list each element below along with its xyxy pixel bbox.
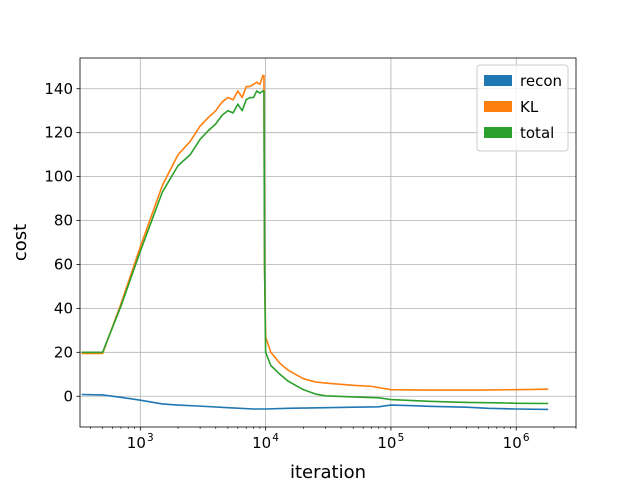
x-tick-label: 10 xyxy=(503,434,522,452)
y-tick-label: 100 xyxy=(44,168,73,186)
y-tick-label: 80 xyxy=(54,212,73,230)
y-tick-label: 0 xyxy=(63,387,73,405)
legend-swatch-kl xyxy=(484,101,512,112)
y-tick-label: 40 xyxy=(54,299,73,317)
legend-swatch-total xyxy=(484,127,512,138)
x-tick-label: 10 xyxy=(127,434,146,452)
y-tick-label: 60 xyxy=(54,255,73,273)
plot-frame xyxy=(79,57,577,428)
y-tick-label: 120 xyxy=(44,124,73,142)
series-line-recon xyxy=(81,393,549,411)
legend-label-kl: KL xyxy=(520,98,539,116)
x-tick-label: 10 xyxy=(377,434,396,452)
y-tick-label: 20 xyxy=(54,343,73,361)
y-axis-label: cost xyxy=(10,224,31,261)
series-lines xyxy=(81,74,549,411)
x-tick-label-exponent: 4 xyxy=(272,432,279,444)
x-axis-label: iteration xyxy=(290,462,366,480)
series-line-kl xyxy=(81,74,549,391)
x-tick-label-exponent: 3 xyxy=(147,432,154,444)
series-line-total xyxy=(81,90,549,405)
legend-label-recon: recon xyxy=(520,72,562,90)
y-tick-label: 140 xyxy=(44,80,73,98)
legend-label-total: total xyxy=(520,124,554,142)
legend: recon KL total xyxy=(476,64,569,152)
x-tick-label-exponent: 6 xyxy=(523,432,530,444)
x-tick-label: 10 xyxy=(252,434,271,452)
legend-swatch-recon xyxy=(484,75,512,86)
x-tick-label-exponent: 5 xyxy=(398,432,405,444)
